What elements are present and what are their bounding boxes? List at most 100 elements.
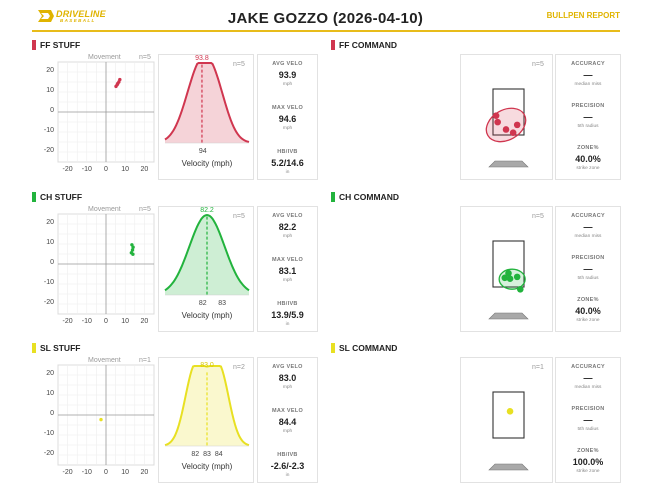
stat-label: ZONE% [577,145,599,151]
stat-unit: mph [282,429,293,434]
stat-unit: mph [282,278,293,283]
movement-plot: Movement n=1 20 10 0 -10 -20 -20 -10 0 10 20 [32,357,156,493]
command-pitch-location [506,275,514,283]
command-plot: n=5 [460,206,553,332]
movement-x-tick: 0 [104,318,108,325]
movement-point [118,77,122,82]
movement-point [130,248,135,252]
movement-chart [57,364,155,466]
home-plate-icon [488,160,529,168]
command-pitch-location [502,126,510,133]
command-pitch-location [505,269,512,277]
velocity-x-tick: 84 [214,451,223,458]
movement-x-tick: 0 [104,166,108,173]
stat-label: MAX VELO [271,105,304,111]
stat-hb-ivb: HB/IVB 13.9/5.9 in [258,301,317,327]
command-title-text: CH COMMAND [339,192,399,202]
movement-y-tick: -10 [43,279,54,286]
velocity-x-tick: 83 [218,300,226,307]
stat-value: 82.2 [278,222,297,232]
stat-label: HB/IVB [277,149,298,155]
report-type-label: BULLPEN REPORT [546,11,620,20]
section-color-bar [331,343,335,353]
stat-label: AVG VELO [272,364,303,370]
command-plot: n=1 [460,357,553,483]
stuff-stats-panel: AVG VELO 83.0 mph MAX VELO 84.4 mph HB/IVB -2.6… [257,357,318,483]
velocity-axis-label: Velocity (mph) [181,311,233,320]
velocity-x-tick: 94 [198,148,207,155]
stat-avg-velo: AVG VELO 83.0 mph [258,364,317,390]
movement-x-tick: -20 [62,469,73,476]
section-color-bar [331,192,335,202]
command-stat-zone: ZONE% 40.0% strike zone [556,145,620,171]
stuff-title-text: CH STUFF [40,192,83,202]
stat-value: 40.0% [575,306,601,316]
stat-hb-ivb: HB/IVB 5.2/14.6 in [258,149,317,175]
stat-value: 40.0% [575,154,601,164]
stat-label: HB/IVB [277,452,298,458]
velocity-chart [164,213,250,296]
home-plate-icon [488,312,529,320]
stat-max-velo: MAX VELO 83.1 mph [258,257,317,283]
command-stat-precision: PRECISION — 5th radius [556,406,620,432]
strike-zone [492,88,525,136]
movement-y-tick: -20 [43,299,54,306]
movement-x-tick: 10 [121,318,130,325]
movement-x-tick: -20 [62,318,73,325]
logo-text: DRIVELINE [56,9,106,19]
header-divider [32,30,620,32]
report-header: DRIVELINE BASEBALL JAKE GOZZO (2026-04-1… [0,0,651,34]
velocity-peak-label: 83.0 [200,362,214,370]
movement-x-tick: 20 [140,469,149,476]
stuff-stats-panel: AVG VELO 82.2 mph MAX VELO 83.1 mph HB/IVB 13.9… [257,206,318,332]
stat-label: PRECISION [571,255,605,261]
command-stat-zone: ZONE% 100.0% strike zone [556,448,620,474]
stat-value: -2.6/-2.3 [270,461,305,471]
stuff-title-text: SL STUFF [40,343,81,353]
section-color-bar [32,343,36,353]
stat-hb-ivb: HB/IVB -2.6/-2.3 in [258,452,317,478]
command-pitch-location [513,273,521,281]
velocity-x-tick: 83 [203,451,211,458]
stat-unit: strike zone [576,318,600,323]
stat-label: ACCURACY [571,364,605,370]
velocity-x-tick: 82 [191,451,200,458]
movement-x-tick: 20 [140,318,149,325]
stat-value: — [583,264,593,274]
movement-y-tick: 10 [46,390,54,397]
velocity-n-label: n=5 [233,61,245,68]
movement-point [131,245,135,249]
command-n-label: n=5 [532,61,544,68]
command-stat-precision: PRECISION — 5th radius [556,255,620,281]
movement-n-label: n=1 [139,357,151,364]
stuff-title-text: FF STUFF [40,40,81,50]
movement-label: Movement [88,206,121,213]
section-color-bar [331,40,335,50]
command-title-text: SL COMMAND [339,343,398,353]
stat-unit: 5th radius [577,276,599,281]
movement-y-tick: -10 [43,430,54,437]
stat-value: 83.0 [278,373,297,383]
stat-label: PRECISION [571,406,605,412]
stat-label: ZONE% [577,297,599,303]
strike-zone [492,240,525,288]
movement-n-label: n=5 [139,206,151,213]
stat-label: ACCURACY [571,213,605,219]
command-stats-panel: ACCURACY — median miss PRECISION — 5th radius… [555,206,621,332]
movement-y-tick: 0 [50,107,54,114]
movement-plot: Movement n=5 20 10 0 -10 -20 -20 -10 0 10 20 [32,54,156,190]
command-pitch-location [513,121,521,129]
movement-y-tick: 20 [46,67,54,74]
velocity-axis-label: Velocity (mph) [181,159,233,168]
driveline-logo: DRIVELINE BASEBALL [38,9,108,25]
movement-label: Movement [88,54,121,61]
stat-value: — [583,415,593,425]
stat-label: MAX VELO [271,408,304,414]
velocity-density-curve [164,213,250,292]
stat-unit: mph [282,385,293,390]
movement-y-tick: 10 [46,87,54,94]
movement-x-tick: -10 [81,318,92,325]
movement-y-tick: 0 [50,410,54,417]
movement-x-tick: 10 [121,469,130,476]
command-stat-accuracy: ACCURACY — median miss [556,364,620,390]
